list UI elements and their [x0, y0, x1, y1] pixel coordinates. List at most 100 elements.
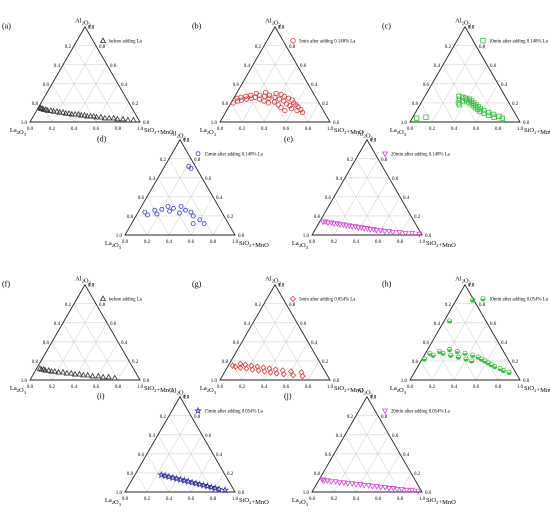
legend-marker	[99, 295, 107, 301]
data-point-fill	[440, 353, 446, 356]
apex-label: Al2O3	[170, 388, 186, 398]
right-vertex-label: SiO2+MnO	[144, 385, 174, 394]
data-point	[267, 369, 274, 376]
data-point	[416, 231, 423, 238]
tick-label: 0.2	[512, 360, 519, 365]
left-vertex-label: La2O3	[390, 127, 407, 137]
data-point	[396, 229, 403, 236]
data-point	[89, 372, 96, 379]
grid-line	[475, 83, 499, 123]
tick-label: 0.2	[144, 497, 151, 502]
right-vertex-label: SiO2+MnO	[239, 497, 269, 506]
data-point	[423, 114, 429, 120]
data-point-fill	[498, 368, 503, 371]
data-point	[367, 227, 374, 233]
tick-label: 0.4	[149, 434, 156, 439]
tick-label: 0.0	[468, 284, 475, 289]
legend-marker	[194, 406, 202, 415]
tick-label: 1.0	[370, 139, 377, 144]
data-point	[271, 99, 278, 105]
data-point	[272, 366, 279, 373]
data-point	[45, 367, 52, 373]
data-point-fill	[485, 362, 491, 366]
tick-label: 0.0	[27, 127, 34, 132]
data-point	[281, 98, 287, 104]
grid-line	[157, 434, 192, 493]
tick-label: 0.2	[331, 240, 338, 245]
tick-label: 1.0	[137, 385, 144, 390]
tick-label: 0.4	[216, 196, 223, 201]
panel-label: (a)	[2, 22, 11, 31]
data-point	[248, 362, 255, 369]
ternary-panel: 0.2 0.2 0.2 0.4 0.4 0.4 0.6 0.6 0.6 0.8 0.8 0.8 1.0 1…	[192, 276, 364, 395]
ternary-panel: 0.2 0.2 0.2 0.4 0.4 0.4 0.6 0.6 0.6 0.8 0.8 0.8 1.0 1…	[192, 18, 364, 137]
panel-label: (b)	[192, 22, 202, 31]
data-point	[373, 228, 380, 234]
data-point	[276, 96, 282, 102]
data-point	[290, 372, 297, 379]
grid-line	[168, 177, 203, 236]
tick-label: 1.0	[232, 497, 239, 502]
data-point	[288, 106, 295, 112]
data-point-fill	[437, 351, 442, 354]
tick-label: 0.4	[311, 83, 318, 88]
data-point	[456, 93, 462, 99]
data-point	[328, 479, 335, 485]
tick-label: 0.8	[289, 303, 296, 308]
data-point	[170, 206, 177, 211]
tick-label: 0.4	[166, 497, 173, 502]
tick-label: 0.8	[115, 127, 122, 132]
data-point	[398, 486, 405, 493]
left-vertex-label: La2O3	[10, 385, 27, 395]
data-point-fill	[462, 353, 468, 356]
tick-label: 1.0	[116, 234, 123, 239]
data-point	[278, 105, 284, 111]
tick-label: 0.0	[88, 284, 95, 289]
tick-label: 0.6	[325, 453, 332, 458]
data-point	[159, 206, 165, 212]
data-point-fill	[469, 360, 474, 364]
tick-label: 0.0	[27, 385, 34, 390]
tick-label: 0.6	[490, 322, 497, 327]
tick-label: 0.6	[43, 341, 50, 346]
tick-label: 0.4	[166, 240, 173, 245]
data-point	[361, 483, 368, 489]
tick-label: 0.0	[278, 284, 285, 289]
apex-label: Al2O3	[75, 18, 91, 28]
data-point-fill	[480, 298, 486, 301]
data-point	[81, 111, 88, 118]
tick-label: 0.6	[325, 196, 332, 201]
grid-line	[322, 215, 335, 236]
apex-label: Al2O3	[75, 276, 91, 286]
tick-label: 0.2	[132, 102, 139, 107]
ternary-panel: 0.2 0.2 0.2 0.4 0.4 0.4 0.6 0.6 0.6 0.8 0.8 0.8 1.0 1…	[2, 276, 174, 395]
data-point	[385, 486, 393, 492]
data-point-fill	[447, 320, 452, 324]
tick-label: 0.8	[222, 102, 229, 107]
grid-line	[399, 215, 412, 236]
tick-label: 1.0	[401, 121, 408, 126]
data-point	[275, 102, 281, 108]
tick-label: 0.6	[110, 322, 117, 327]
data-point	[176, 210, 183, 216]
tick-label: 0.2	[331, 497, 338, 502]
data-point	[51, 367, 58, 374]
tick-label: 0.8	[412, 102, 419, 107]
data-point	[166, 208, 173, 214]
data-point	[336, 480, 343, 486]
data-point	[369, 484, 376, 490]
tick-label: 0.4	[71, 385, 78, 390]
data-point	[319, 219, 327, 226]
grid-line	[51, 341, 75, 381]
tick-label: 0.2	[322, 102, 329, 107]
data-point	[381, 229, 388, 235]
tick-label: 0.4	[451, 127, 458, 132]
tick-label: 0.8	[289, 45, 296, 50]
legend-marker	[381, 151, 389, 158]
data-point-fill	[479, 359, 484, 362]
tick-label: 0.2	[347, 158, 354, 163]
right-vertex-label: SiO2+MnO	[239, 240, 269, 249]
data-point	[340, 222, 347, 228]
data-point-fill	[427, 353, 432, 356]
data-point	[230, 100, 236, 106]
